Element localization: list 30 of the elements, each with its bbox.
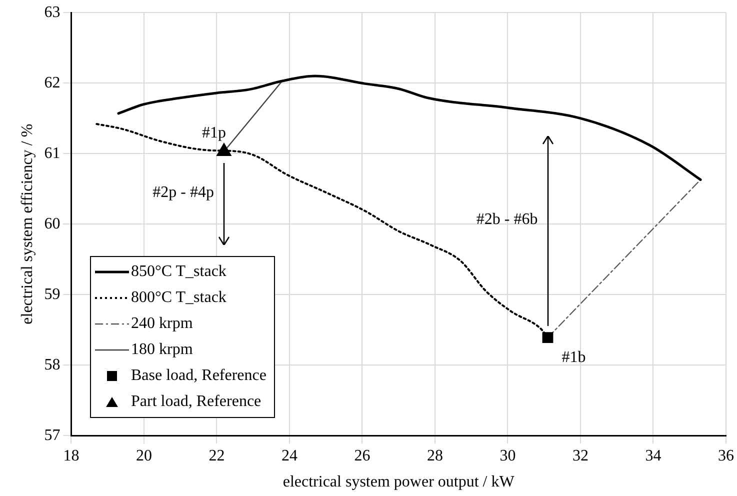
y-axis-title: electrical system efficiency / % [18, 124, 36, 324]
x-tick-label: 24 [281, 447, 298, 464]
annotation: #1p [202, 124, 226, 142]
y-tick-label: 57 [44, 426, 60, 444]
x-tick-label: 26 [354, 447, 370, 464]
legend-label: 850°C T_stack [131, 262, 226, 282]
y-tick-label: 59 [44, 286, 60, 303]
annotation: #1b [562, 348, 586, 366]
legend-label: Base load, Reference [131, 366, 266, 386]
y-tick-label: 58 [44, 356, 60, 374]
y-tick-label: 61 [44, 144, 60, 162]
legend-label: Part load, Reference [131, 392, 262, 412]
line-series [117, 74, 702, 181]
annotation: #2p - #4p [152, 184, 214, 202]
legend-label: 180 krpm [131, 340, 193, 360]
legend-label: 240 krpm [131, 314, 193, 334]
x-tick-label: 36 [718, 447, 734, 464]
x-tick-label: 18 [63, 447, 80, 464]
y-tick-label: 63 [44, 4, 60, 21]
x-tick-label: 34 [645, 447, 662, 464]
x-axis-title: electrical system power output / kW [282, 474, 516, 491]
y-tick-label: 60 [44, 215, 60, 232]
x-tick-label: 22 [208, 447, 225, 464]
x-tick-label: 30 [500, 447, 516, 464]
y-tick-label: 62 [44, 74, 60, 92]
legend-label: 800°C T_stack [131, 288, 226, 308]
x-tick-label: 32 [572, 447, 588, 464]
annotation: #2b - #6b [476, 210, 538, 229]
x-tick-label: 28 [426, 447, 443, 464]
x-tick-label: 20 [136, 447, 152, 464]
